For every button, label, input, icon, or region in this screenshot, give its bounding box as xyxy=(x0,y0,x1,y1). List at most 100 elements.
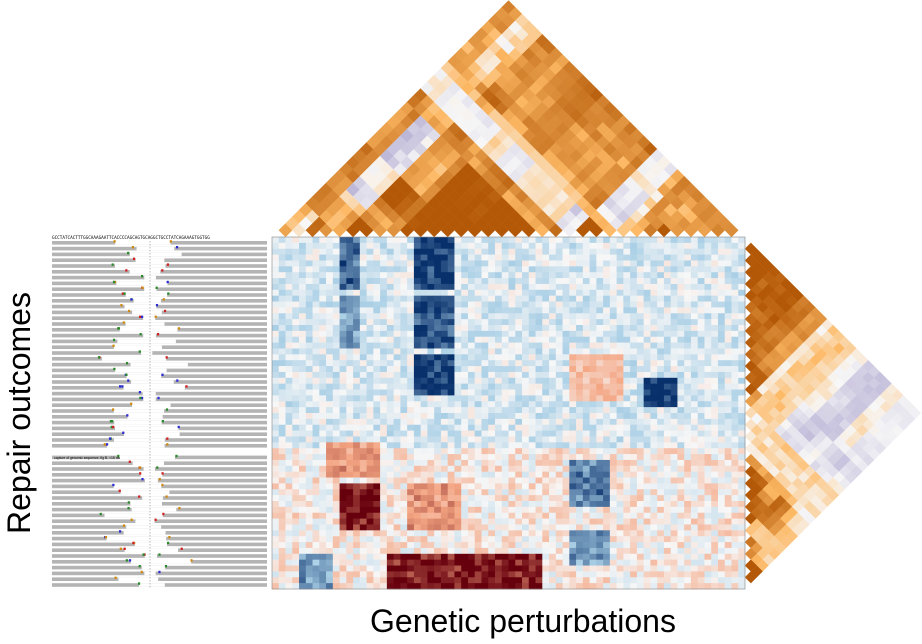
heatmap-cell xyxy=(697,489,705,496)
heatmap-cell xyxy=(501,278,509,285)
heatmap-cell xyxy=(657,559,665,566)
heatmap-cell xyxy=(400,237,408,244)
heatmap-cell xyxy=(305,495,313,502)
heatmap-cell xyxy=(555,313,563,320)
heatmap-cell xyxy=(326,565,334,572)
heatmap-cell xyxy=(373,319,381,326)
heatmap-cell xyxy=(697,454,705,461)
heatmap-cell xyxy=(454,377,462,385)
heatmap-cell xyxy=(542,295,550,302)
heatmap-cell xyxy=(488,559,496,566)
heatmap-cell xyxy=(400,278,408,285)
heatmap-cell xyxy=(447,366,455,373)
heatmap-cell xyxy=(697,477,705,484)
heatmap-cell xyxy=(657,278,665,285)
heatmap-cell xyxy=(623,254,631,261)
heatmap-cell xyxy=(603,278,611,285)
heatmap-cell xyxy=(569,237,577,244)
heatmap-cell xyxy=(603,407,611,414)
heatmap-cell xyxy=(305,360,313,367)
heatmap-cell xyxy=(481,377,489,385)
heatmap-cell xyxy=(582,295,590,302)
heatmap-cell xyxy=(272,401,280,408)
heatmap-cell xyxy=(670,477,678,484)
heatmap-cell xyxy=(717,477,726,484)
heatmap-cell xyxy=(697,319,705,326)
heatmap-cell xyxy=(312,542,320,549)
heatmap-cell xyxy=(528,313,536,320)
heatmap-cell xyxy=(731,307,739,314)
heatmap-cell xyxy=(724,512,732,519)
heatmap-cell xyxy=(461,242,469,250)
heatmap-cell xyxy=(407,383,415,390)
heatmap-cell xyxy=(576,436,584,443)
heatmap-cell xyxy=(386,272,395,279)
heatmap-cell xyxy=(373,430,381,437)
heatmap-cell xyxy=(393,377,401,385)
heatmap-cell xyxy=(467,242,476,250)
heatmap-cell xyxy=(467,413,476,420)
heatmap-cell xyxy=(731,377,739,385)
heatmap-cell xyxy=(535,559,543,566)
heatmap-cell xyxy=(684,371,692,379)
heatmap-cell xyxy=(562,524,570,531)
heatmap-cell xyxy=(326,342,334,349)
heatmap-cell xyxy=(522,553,530,561)
heatmap-cell xyxy=(319,418,327,426)
heatmap-cell xyxy=(528,283,536,291)
heatmap-cell xyxy=(413,542,422,549)
heatmap-cell xyxy=(292,501,300,508)
heatmap-cell xyxy=(508,325,516,332)
heatmap-cell xyxy=(393,348,401,355)
heatmap-cell xyxy=(447,278,455,285)
heatmap-cell xyxy=(670,559,678,566)
heatmap-cell xyxy=(690,389,699,396)
heatmap-cell xyxy=(494,506,503,514)
heatmap-cell xyxy=(569,371,577,379)
heatmap-cell xyxy=(576,266,584,273)
heatmap-cell xyxy=(319,377,327,385)
heatmap-cell xyxy=(494,395,503,402)
heatmap-cell xyxy=(677,465,685,473)
heatmap-cell xyxy=(359,518,367,525)
heatmap-cell xyxy=(427,237,435,244)
heatmap-cell xyxy=(555,295,563,302)
heatmap-cell xyxy=(292,319,300,326)
heatmap-cell xyxy=(339,237,347,244)
heatmap-cell xyxy=(528,418,536,426)
heatmap-cell xyxy=(467,336,476,343)
heatmap-cell xyxy=(663,459,672,467)
heatmap-cell xyxy=(690,307,699,314)
heatmap-cell xyxy=(663,366,672,373)
heatmap-cell xyxy=(447,336,455,343)
heatmap-cell xyxy=(305,430,313,437)
heatmap-cell xyxy=(569,459,577,467)
heatmap-cell xyxy=(731,512,739,519)
heatmap-cell xyxy=(623,283,631,291)
heatmap-cell xyxy=(630,307,638,314)
heatmap-cell xyxy=(494,483,503,490)
heatmap-cell xyxy=(623,547,631,555)
heatmap-cell xyxy=(650,248,658,255)
heatmap-cell xyxy=(400,512,408,519)
heatmap-cell xyxy=(393,495,401,502)
heatmap-cell xyxy=(663,430,672,437)
heatmap-cell xyxy=(420,489,428,496)
heatmap-cell xyxy=(285,459,293,467)
heatmap-cell xyxy=(690,360,699,367)
heatmap-cell xyxy=(501,477,509,484)
heatmap-cell xyxy=(474,565,482,572)
heatmap-cell xyxy=(650,407,658,414)
heatmap-cell xyxy=(704,436,712,443)
heatmap-cell xyxy=(420,483,428,490)
heatmap-cell xyxy=(677,319,685,326)
heatmap-cell xyxy=(494,465,503,473)
heatmap-cell xyxy=(292,307,300,314)
heatmap-cell xyxy=(690,371,699,379)
heatmap-cell xyxy=(427,377,435,385)
heatmap-cell xyxy=(589,424,597,431)
heatmap-cell xyxy=(407,248,415,255)
heatmap-cell xyxy=(522,283,530,291)
heatmap-cell xyxy=(440,401,449,408)
heatmap-cell xyxy=(319,413,327,420)
